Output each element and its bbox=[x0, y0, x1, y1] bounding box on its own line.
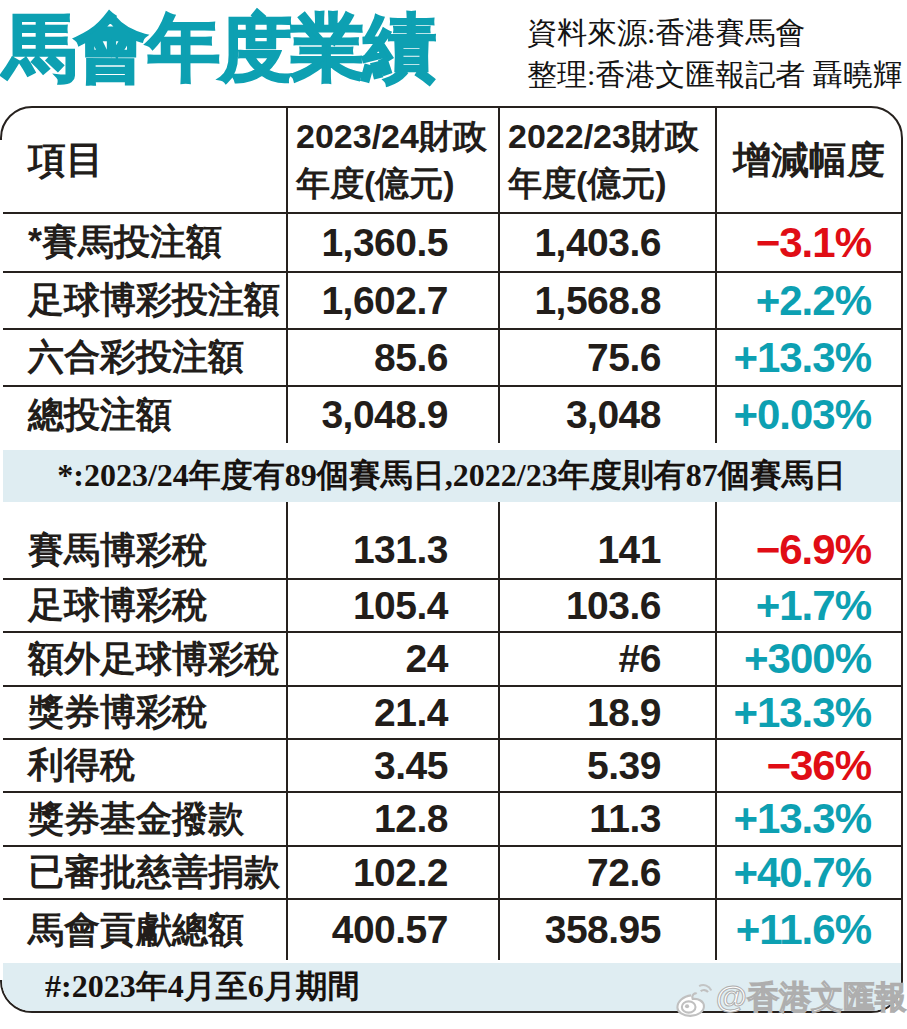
table-row: *賽馬投注額 1,360.5 1,403.6 −3.1% bbox=[2, 214, 901, 271]
header-fy2324: 2023/24財政 年度(億元) bbox=[288, 108, 500, 212]
watermark-text: @香港文匯報 bbox=[716, 976, 907, 1020]
credit-editor: 整理:香港文匯報記者 聶曉輝 bbox=[527, 54, 903, 96]
table-row: 已審批慈善捐款 102.2 72.6 +40.7% bbox=[2, 845, 901, 898]
credits: 資料來源:香港賽馬會 整理:香港文匯報記者 聶曉輝 bbox=[527, 12, 903, 96]
header-fy2223: 2022/23財政 年度(億元) bbox=[500, 108, 717, 212]
table-row: 足球博彩稅 105.4 103.6 +1.7% bbox=[2, 578, 901, 631]
table-row: 獎券博彩稅 21.4 18.9 +13.3% bbox=[2, 685, 901, 738]
table-row: 額外足球博彩稅 24 #6 +300% bbox=[2, 631, 901, 685]
header-change: 增減幅度 bbox=[717, 108, 901, 212]
table-header-row: 項目 2023/24財政 年度(億元) 2022/23財政 年度(億元) 增減幅… bbox=[2, 108, 901, 214]
results-table: 項目 2023/24財政 年度(億元) 2022/23財政 年度(億元) 增減幅… bbox=[0, 106, 903, 1013]
table-row: 利得稅 3.45 5.39 −36% bbox=[2, 738, 901, 791]
header-item: 項目 bbox=[2, 108, 288, 212]
page-title: 馬會年度業績 bbox=[3, 0, 435, 99]
watermark: @香港文匯報 bbox=[675, 976, 907, 1020]
frame-left-opening bbox=[0, 140, 3, 980]
table-row: 馬會貢獻總額 400.57 358.95 +11.6% bbox=[2, 898, 901, 960]
note-betting-days: *:2023/24年度有89個賽馬日,2022/23年度則有87個賽馬日 bbox=[2, 450, 901, 502]
credit-source: 資料來源:香港賽馬會 bbox=[527, 12, 903, 54]
spacer bbox=[2, 443, 901, 450]
table-row: 六合彩投注額 85.6 75.6 +13.3% bbox=[2, 328, 901, 385]
table-row: 賽馬博彩稅 131.3 141 −6.9% bbox=[2, 502, 901, 578]
table-row: 足球博彩投注額 1,602.7 1,568.8 +2.2% bbox=[2, 271, 901, 328]
weibo-logo-icon bbox=[675, 984, 712, 1018]
table-row: 獎券基金撥款 12.8 11.3 +13.3% bbox=[2, 791, 901, 845]
table-row: 總投注額 3,048.9 3,048 +0.03% bbox=[2, 385, 901, 443]
